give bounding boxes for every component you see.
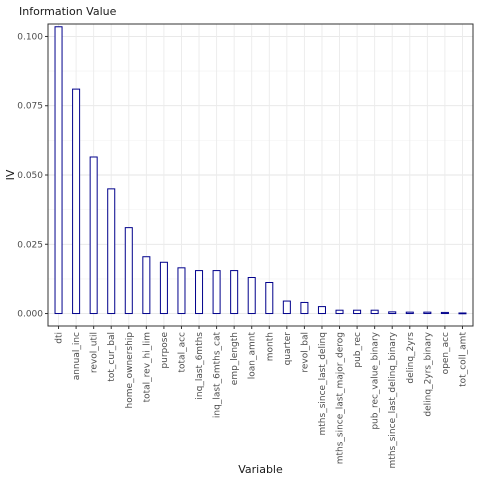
x-tick-label: revol_bal (300, 332, 310, 373)
y-tick-label: 0.075 (17, 102, 43, 112)
y-tick-label: 0.000 (17, 310, 43, 320)
bar-purpose (160, 262, 167, 313)
bar-pub-rec (354, 310, 361, 313)
bar-revol-bal (301, 302, 308, 313)
x-axis: dti annual_inc revol_util tot_cur_bal home_o… (55, 326, 469, 468)
bar-pub-rec-value-binary (371, 310, 378, 313)
x-tick-label: purpose (160, 332, 170, 369)
bar-total-acc (178, 268, 185, 314)
x-tick-label: pub_rec_value_binary (371, 331, 381, 429)
bar-inq-last-6mths-cat (213, 271, 220, 314)
bar-mths-since-last-major-derog (336, 310, 343, 313)
x-tick-label: month (265, 332, 275, 361)
bar-dti (55, 27, 62, 314)
y-axis-title: IV (4, 169, 17, 180)
y-tick-label: 0.025 (17, 240, 43, 250)
bar-tot-coll-amt (459, 313, 466, 314)
x-tick-label: tot_cur_bal (107, 332, 117, 382)
bar-delinq-2yrs-binary (424, 312, 431, 313)
y-axis: 0.000 0.025 0.050 0.075 0.100 (17, 32, 48, 319)
bar-mths-since-last-delinq (318, 307, 325, 314)
bar-inq-last-6mths (196, 271, 203, 314)
y-tick-label: 0.050 (17, 171, 43, 181)
bar-open-acc (441, 312, 448, 313)
x-tick-label: tot_coll_amt (458, 332, 468, 387)
x-tick-label: total_rev_hi_lim (142, 332, 152, 402)
bar-emp-length (231, 271, 238, 314)
bar-quarter (283, 301, 290, 313)
bar-month (266, 283, 273, 314)
x-tick-label: dti (55, 332, 65, 344)
bar-loan-amnt (248, 278, 255, 314)
x-tick-label: inq_last_6mths (195, 332, 205, 400)
x-tick-label: loan_amnt (248, 332, 258, 380)
bar-annual-inc (73, 89, 80, 313)
y-tick-label: 0.100 (17, 32, 43, 42)
x-tick-label: total_acc (177, 332, 187, 373)
bar-mths-since-last-delinq-binary (389, 312, 396, 314)
x-tick-label: pub_rec (353, 332, 363, 368)
x-axis-title: Variable (238, 463, 283, 476)
x-tick-label: mths_since_last_major_derog (336, 332, 346, 464)
x-tick-label: revol_util (90, 332, 100, 373)
x-tick-label: delinq_2yrs (406, 332, 416, 384)
bars-group (55, 27, 466, 314)
x-tick-label: inq_last_6mths_cat (213, 332, 223, 419)
x-tick-label: mths_since_last_delinq (318, 332, 328, 435)
chart-title: Information Value (19, 5, 117, 18)
bar-total-rev-hi-lim (143, 257, 150, 314)
x-tick-label: annual_inc (72, 332, 82, 380)
x-tick-label: home_ownership (125, 332, 135, 409)
x-tick-label: emp_length (230, 332, 240, 385)
bar-tot-cur-bal (108, 189, 115, 314)
x-tick-label: mths_since_last_delinq_binary (388, 331, 398, 468)
x-tick-label: delinq_2yrs_binary (423, 331, 433, 416)
bar-revol-util (90, 157, 97, 314)
bar-delinq-2yrs (406, 312, 413, 313)
bar-home-ownership (125, 228, 132, 314)
x-tick-label: quarter (283, 332, 293, 366)
x-tick-label: open_acc (441, 332, 451, 374)
